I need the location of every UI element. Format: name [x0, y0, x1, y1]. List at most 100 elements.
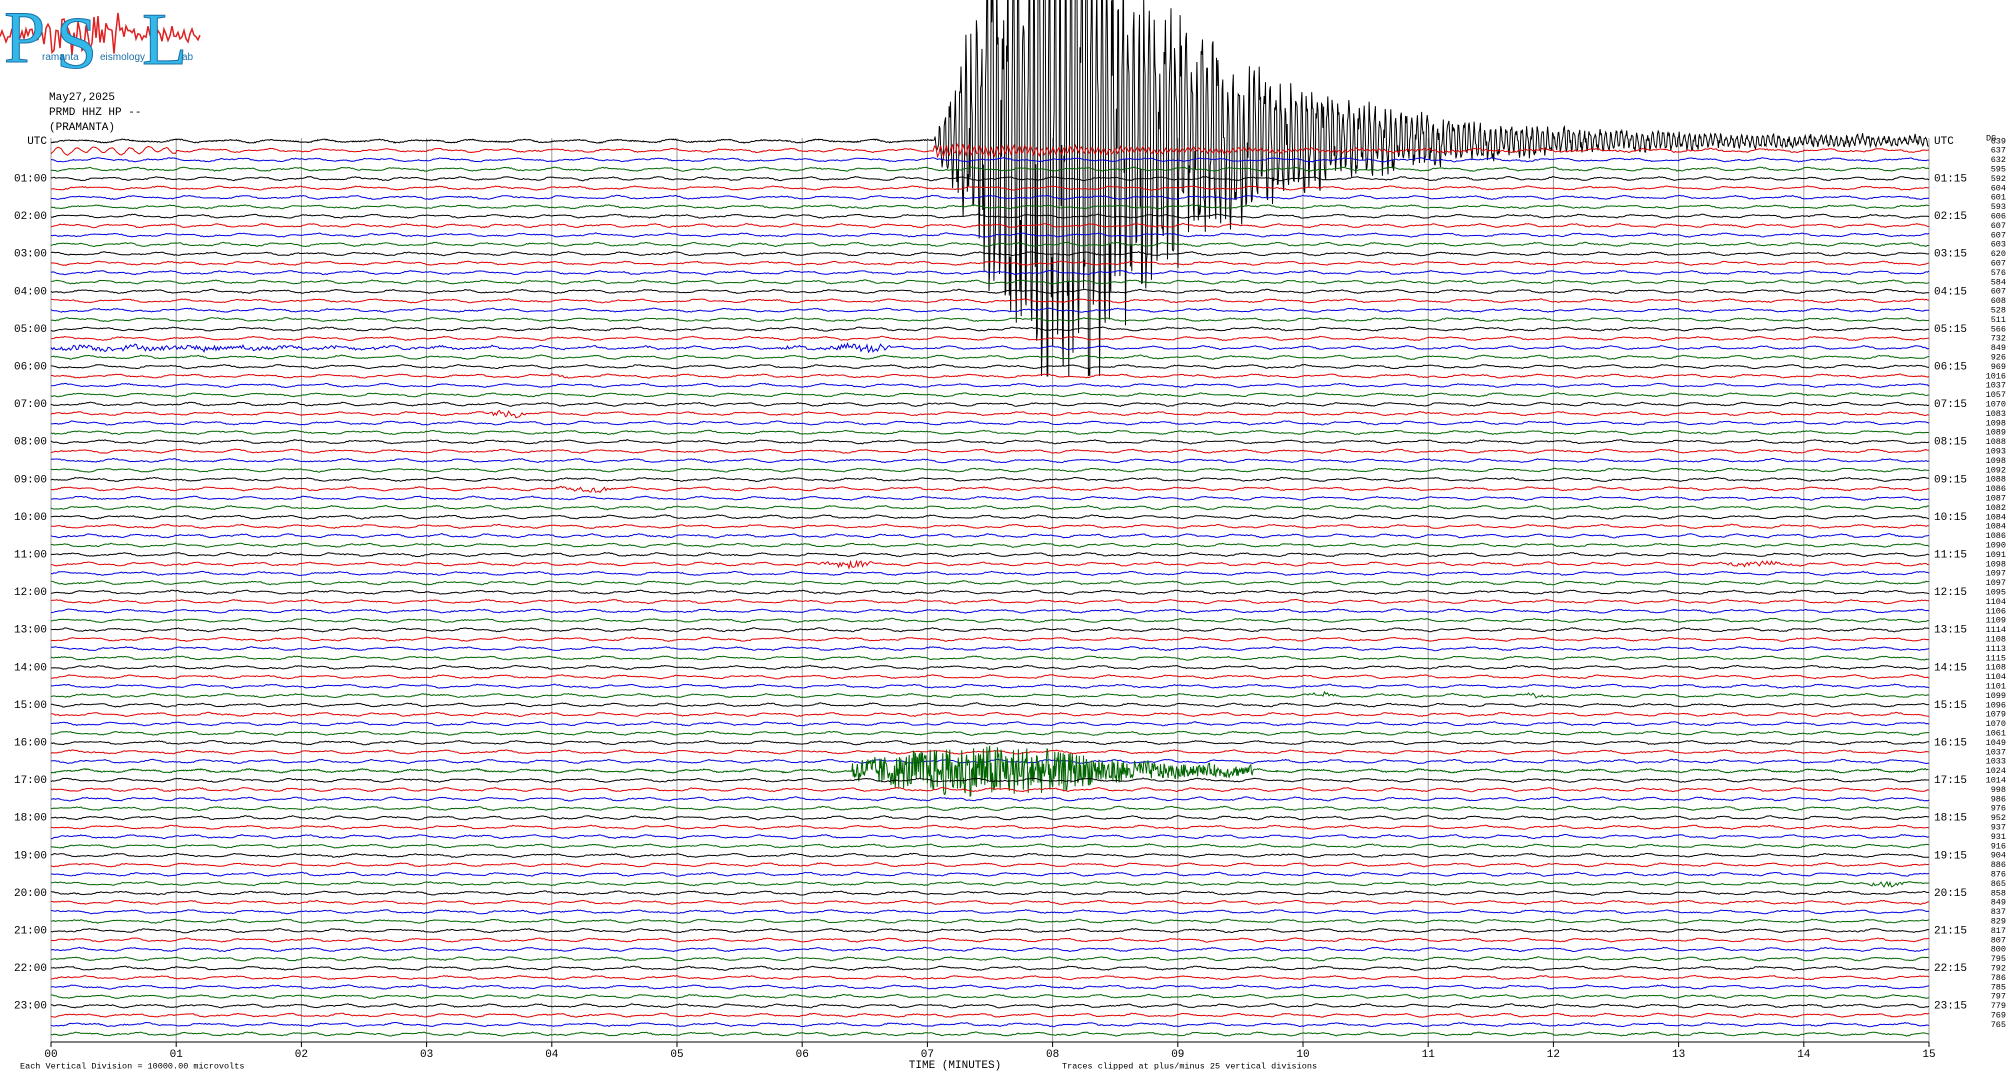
trace: [50, 342, 1930, 354]
scale-value: 1104: [1986, 672, 2006, 682]
scale-value: 849: [1991, 343, 2006, 353]
scale-value: 800: [1991, 945, 2006, 955]
trace: [50, 142, 1930, 159]
hour-label: 15:00: [14, 700, 47, 712]
trace: [50, 485, 1930, 493]
scale-value: 601: [1991, 193, 2006, 203]
scale-value: 976: [1991, 804, 2006, 814]
trace: [50, 533, 1930, 539]
scale-value: 986: [1991, 794, 2006, 804]
scale-value: 1101: [1986, 681, 2006, 691]
scale-value: 797: [1991, 992, 2006, 1002]
trace: [50, 251, 1930, 257]
scale-value: 606: [1991, 211, 2006, 221]
trace: [50, 354, 1930, 360]
scale-value: 1016: [1986, 371, 2006, 381]
scale-value: 876: [1991, 869, 2006, 879]
hour-label: 19:00: [14, 850, 47, 862]
trace: [50, 232, 1930, 238]
trace: [50, 617, 1930, 624]
hour-label: 04:00: [14, 286, 47, 298]
station-name: (PRAMANTA): [49, 122, 115, 134]
trace: [50, 448, 1929, 454]
hour-label: 01:15: [1934, 174, 1967, 186]
trace: [50, 946, 1929, 953]
scale-value: 1092: [1986, 465, 2006, 475]
trace: [50, 542, 1930, 548]
hour-label: 20:00: [14, 888, 47, 900]
logo-text: eismology: [100, 52, 145, 63]
logo-letter: S: [56, 3, 97, 85]
trace: [50, 185, 1930, 191]
trace: [50, 269, 1930, 276]
x-axis-title: TIME (MINUTES): [909, 1060, 1001, 1072]
scale-value: 1070: [1986, 719, 2006, 729]
scale-value: 1099: [1986, 691, 2006, 701]
trace: [50, 420, 1930, 426]
trace: [50, 317, 1930, 323]
trace: [50, 730, 1930, 736]
scale-value: 785: [1991, 982, 2006, 992]
scale-value: 511: [1991, 315, 2006, 325]
trace: [50, 890, 1930, 896]
trace: [50, 956, 1930, 962]
hour-label: 05:00: [14, 324, 47, 336]
x-tick-label: 00: [44, 1049, 57, 1061]
trace: [50, 786, 1930, 793]
trace: [50, 551, 1930, 558]
trace: [50, 862, 1930, 868]
scale-value: 1082: [1986, 503, 2006, 513]
trace: [50, 580, 1930, 586]
trace: [50, 166, 1930, 172]
scale-value: 566: [1991, 324, 2006, 334]
hour-label: 18:00: [14, 813, 47, 825]
scale-value: 1024: [1986, 766, 2006, 776]
scale-value: 595: [1991, 164, 2006, 174]
hour-label: 03:15: [1934, 249, 1967, 261]
trace: [50, 457, 1930, 464]
scale-value: 795: [1991, 954, 2006, 964]
trace: [50, 824, 1930, 830]
hour-label: 11:00: [14, 550, 47, 562]
hour-label: 21:00: [14, 926, 47, 938]
scale-value: 1057: [1986, 390, 2006, 400]
scale-value: 916: [1991, 841, 2006, 851]
hour-label: 09:00: [14, 474, 47, 486]
trace: [50, 175, 1930, 182]
trace: [50, 589, 1930, 595]
logo-text: ab: [182, 52, 194, 63]
scale-value: 1049: [1986, 738, 2006, 748]
scale-value: 1115: [1986, 653, 2006, 663]
hour-label: 13:00: [14, 625, 47, 637]
date: May27,2025: [49, 92, 115, 104]
scale-value: 937: [1991, 822, 2006, 832]
scale-value: 637: [1991, 146, 2006, 156]
hour-label: 11:15: [1934, 550, 1967, 562]
scale-value: 603: [1991, 240, 2006, 250]
trace: [50, 690, 1930, 699]
trace: [50, 645, 1930, 652]
hour-label: 01:00: [14, 174, 47, 186]
scale-value: 1086: [1986, 531, 2006, 541]
scale-value: 1114: [1986, 625, 2006, 635]
scale-value: 779: [1991, 1001, 2006, 1011]
trace: [50, 204, 1930, 210]
trace: [51, 871, 1930, 877]
scale-value: 1070: [1986, 399, 2006, 409]
trace: [50, 899, 1930, 905]
hour-label: 16:00: [14, 738, 47, 750]
hour-label: 08:15: [1934, 437, 1967, 449]
hour-label: 22:00: [14, 963, 47, 975]
trace: [50, 702, 1930, 708]
scale-value: 886: [1991, 860, 2006, 870]
scale-value: 1108: [1986, 634, 2006, 644]
scale-value: 1096: [1986, 700, 2006, 710]
hour-label: 04:15: [1934, 286, 1967, 298]
scale-value: 829: [1991, 916, 2006, 926]
scale-value: 593: [1991, 202, 2006, 212]
scale-value: 817: [1991, 926, 2006, 936]
scale-value: 837: [1991, 907, 2006, 917]
trace: [50, 429, 1930, 436]
